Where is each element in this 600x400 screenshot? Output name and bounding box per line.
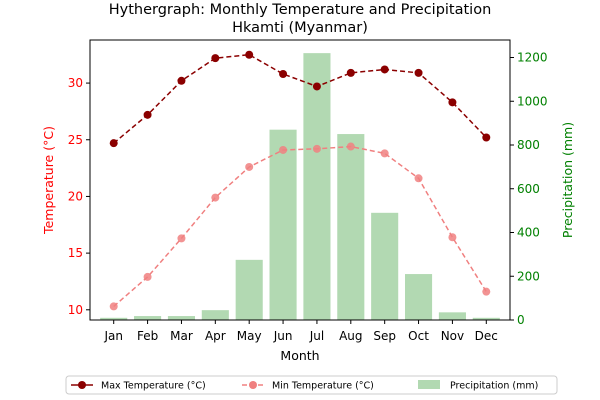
max-temp-point-jun	[279, 70, 288, 79]
left-tick-label-25: 25	[68, 133, 83, 147]
legend-min-marker	[249, 381, 257, 389]
precip-bar-jun	[269, 129, 297, 320]
precip-bar-oct	[405, 274, 433, 320]
max-temp-line	[113, 53, 487, 144]
right-tick-label-1000: 1000	[517, 94, 548, 108]
x-tick-label-jul: Jul	[309, 329, 324, 343]
precip-bar-jan	[100, 317, 128, 320]
legend-max-marker	[78, 381, 86, 389]
min-temp-point-apr	[211, 193, 220, 202]
precip-bar-mar	[167, 316, 195, 320]
max-temp-point-jan	[109, 139, 118, 148]
precip-bar-sep	[371, 212, 399, 320]
legend-precip-label: Precipitation (mm)	[450, 381, 538, 392]
right-tick-label-600: 600	[517, 182, 540, 196]
precipitation-bars	[100, 53, 500, 320]
max-temp-point-feb	[143, 110, 152, 119]
max-temp-point-dec	[482, 133, 491, 142]
right-tick-label-1200: 1200	[517, 51, 548, 65]
legend-min-label: Min Temperature (°C)	[272, 381, 374, 392]
right-tick-label-200: 200	[517, 269, 540, 283]
precip-bar-jul	[303, 53, 331, 320]
x-tick-label-mar: Mar	[170, 329, 193, 343]
plot-frame	[89, 39, 511, 321]
y-axis-right-label: Precipitation (mm)	[560, 122, 575, 238]
x-tick-label-jun: Jun	[273, 329, 293, 343]
x-tick-label-aug: Aug	[339, 329, 362, 343]
x-tick-label-nov: Nov	[441, 329, 464, 343]
chart-title-line2: Hkamti (Myanmar)	[232, 20, 368, 36]
precip-bar-feb	[134, 316, 162, 320]
min-temp-point-nov	[448, 233, 457, 242]
chart-title-line1: Hythergraph: Monthly Temperature and Pre…	[109, 2, 492, 18]
precip-bar-aug	[337, 134, 365, 320]
max-temp-point-sep	[380, 65, 389, 74]
left-tick-label-10: 10	[68, 303, 83, 317]
max-temp-point-jul	[312, 82, 321, 91]
max-temp-point-apr	[211, 54, 220, 63]
legend-max-label: Max Temperature (°C)	[101, 381, 206, 392]
precip-bar-may	[235, 259, 263, 320]
min-temp-point-sep	[380, 149, 389, 158]
x-tick-label-sep: Sep	[373, 329, 396, 343]
x-tick-label-apr: Apr	[205, 329, 226, 343]
min-temp-point-dec	[482, 287, 491, 296]
temperature-lines	[109, 50, 491, 311]
x-tick-label-jan: Jan	[103, 329, 123, 343]
x-tick-label-may: May	[237, 329, 262, 343]
left-tick-label-30: 30	[68, 76, 83, 90]
min-temp-point-jul	[312, 144, 321, 153]
x-tick-label-feb: Feb	[137, 329, 158, 343]
right-tick-label-0: 0	[517, 313, 525, 327]
legend: Max Temperature (°C) Min Temperature (°C…	[65, 375, 558, 395]
min-temp-line	[113, 145, 487, 307]
left-tick-label-15: 15	[68, 246, 83, 260]
legend-precip-swatch	[418, 380, 440, 389]
x-tick-label-dec: Dec	[475, 329, 498, 343]
max-temp-point-mar	[177, 76, 186, 85]
x-axis-label: Month	[280, 348, 319, 363]
right-tick-label-800: 800	[517, 138, 540, 152]
left-tick-label-20: 20	[68, 189, 83, 203]
right-axis: 0 200 400 600 800 1000 1200	[510, 51, 548, 327]
min-temp-point-jan	[109, 302, 118, 311]
max-temp-point-nov	[448, 98, 457, 107]
left-axis: 10 15 20 25 30	[68, 76, 90, 317]
max-temp-point-oct	[414, 68, 423, 77]
max-temp-point-aug	[346, 68, 355, 77]
min-temp-point-feb	[143, 272, 152, 281]
x-tick-label-oct: Oct	[408, 329, 429, 343]
x-axis: Jan Feb Mar Apr May Jun Jul Aug Sep Oct Nov Dec	[103, 320, 498, 343]
min-temp-point-mar	[177, 234, 186, 243]
min-temp-point-may	[245, 162, 254, 171]
precip-bar-dec	[472, 317, 500, 320]
min-temp-point-aug	[346, 142, 355, 151]
min-temp-point-oct	[414, 174, 423, 183]
right-tick-label-400: 400	[517, 226, 540, 240]
y-axis-left-label: Temperature (°C)	[41, 126, 56, 235]
min-temp-point-jun	[279, 145, 288, 154]
precip-bar-nov	[438, 312, 466, 320]
precip-bar-apr	[201, 310, 229, 320]
max-temp-point-may	[245, 50, 254, 59]
